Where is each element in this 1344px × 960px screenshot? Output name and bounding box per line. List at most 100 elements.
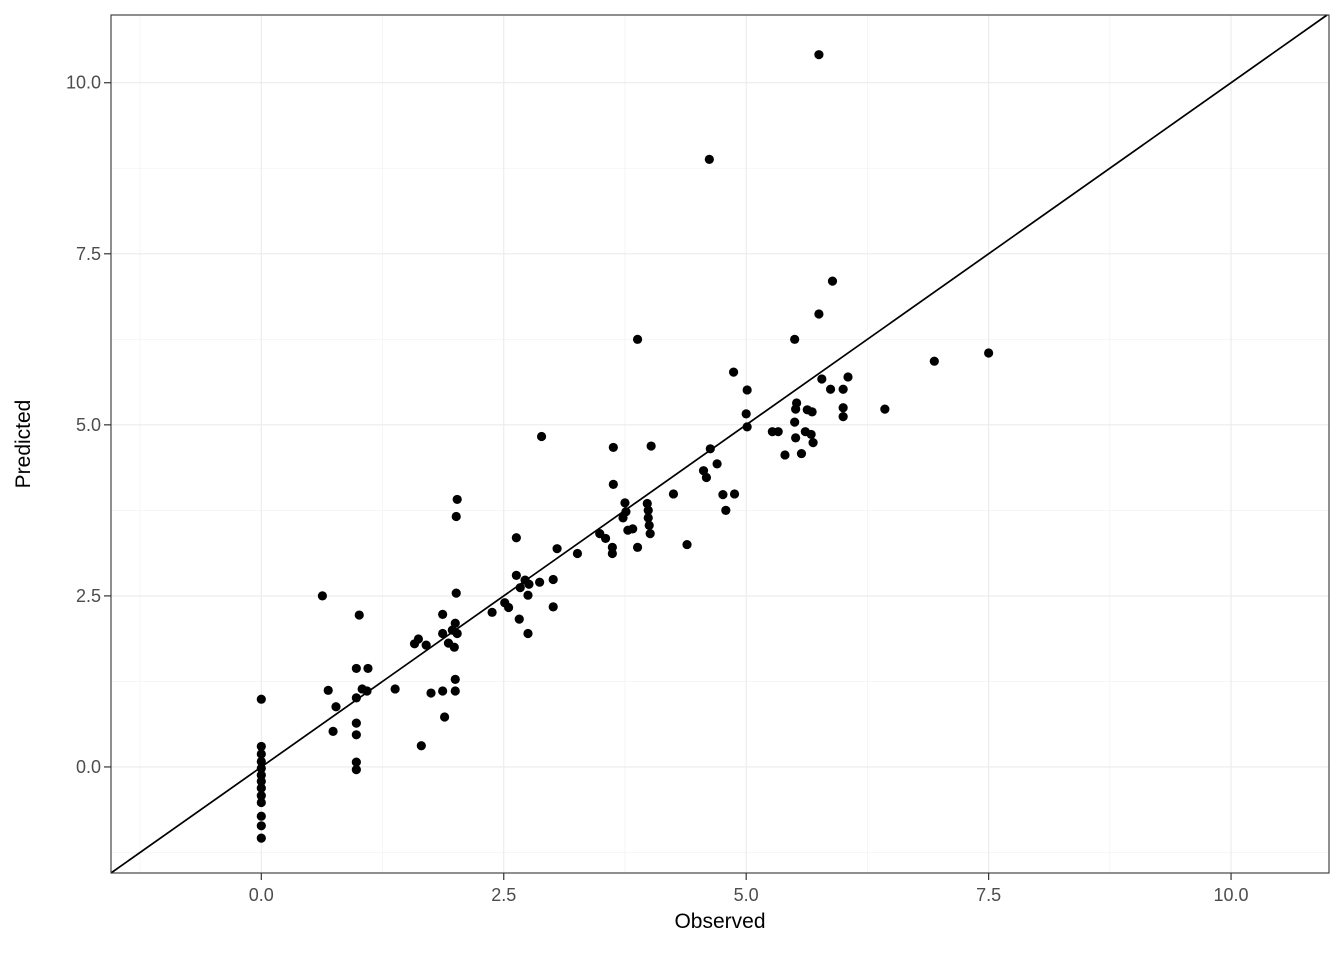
data-point <box>523 590 533 600</box>
data-point <box>514 614 524 624</box>
data-point <box>628 524 638 534</box>
data-point <box>450 674 460 684</box>
data-point <box>552 544 562 554</box>
x-tick-label: 7.5 <box>976 885 1001 905</box>
data-point <box>351 663 361 674</box>
data-point <box>643 505 653 515</box>
data-point <box>317 591 328 601</box>
data-point <box>524 579 534 589</box>
data-point <box>773 427 783 437</box>
data-point <box>838 412 848 422</box>
data-point <box>827 276 838 286</box>
data-point <box>645 529 655 539</box>
x-tick-label: 0.0 <box>249 885 274 905</box>
data-point <box>323 685 333 695</box>
y-tick-label: 7.5 <box>76 244 101 264</box>
data-point <box>682 539 692 550</box>
data-point <box>843 372 853 382</box>
data-point <box>742 422 752 432</box>
data-point <box>351 757 361 767</box>
data-point <box>256 833 266 843</box>
data-point <box>363 663 373 674</box>
data-point <box>607 548 617 559</box>
data-point <box>256 741 266 752</box>
data-point <box>791 404 801 414</box>
data-point <box>780 450 790 460</box>
x-axis-title: Observed <box>674 910 766 933</box>
data-point <box>416 741 426 751</box>
data-point <box>741 409 751 419</box>
data-point <box>256 783 266 793</box>
data-point <box>712 459 722 469</box>
data-point <box>452 628 462 639</box>
data-point <box>796 448 807 459</box>
data-point <box>880 404 890 414</box>
data-point <box>354 610 364 620</box>
data-point <box>351 718 361 728</box>
data-point <box>548 602 558 612</box>
data-point <box>718 490 728 500</box>
data-point <box>451 588 461 598</box>
y-tick-label: 2.5 <box>76 586 101 606</box>
data-point <box>742 385 752 395</box>
y-tick-label: 5.0 <box>76 415 101 435</box>
data-point <box>642 498 652 509</box>
data-point <box>608 479 618 489</box>
data-point <box>806 429 816 440</box>
data-point <box>838 403 848 413</box>
data-point <box>331 702 341 712</box>
data-point <box>704 154 714 164</box>
data-point <box>536 431 547 442</box>
y-axis-title: Predicted <box>12 399 35 489</box>
data-point <box>256 811 266 821</box>
data-point <box>421 640 431 650</box>
data-point <box>600 533 611 544</box>
data-point <box>701 472 712 483</box>
data-point <box>351 693 361 703</box>
data-point <box>256 821 266 831</box>
data-point <box>256 756 266 767</box>
data-point <box>608 442 618 453</box>
data-point <box>729 489 740 499</box>
data-point <box>438 628 448 639</box>
data-point <box>256 694 266 704</box>
data-point <box>929 356 939 366</box>
data-point <box>728 367 739 377</box>
x-tick-label: 10.0 <box>1214 885 1249 905</box>
data-point <box>511 570 521 580</box>
data-point <box>256 763 266 773</box>
data-point <box>791 433 801 443</box>
data-point <box>632 334 643 344</box>
data-point <box>523 628 533 639</box>
data-point <box>438 609 448 619</box>
data-point <box>535 577 545 587</box>
data-point <box>644 520 654 531</box>
data-point <box>449 642 459 652</box>
data-point <box>328 726 338 736</box>
data-point <box>807 407 817 417</box>
data-point <box>825 384 836 394</box>
data-point <box>351 730 361 740</box>
data-point <box>572 548 583 559</box>
data-point <box>439 712 450 722</box>
data-point <box>705 444 715 454</box>
data-point <box>668 489 679 499</box>
data-point <box>409 639 420 649</box>
data-point <box>450 686 460 696</box>
data-point <box>643 513 653 523</box>
data-point <box>351 765 361 775</box>
data-point <box>515 583 525 593</box>
data-point <box>362 686 372 696</box>
data-point <box>632 542 643 552</box>
identity-line <box>110 14 1328 874</box>
data-point <box>790 334 800 344</box>
y-tick-label: 0.0 <box>76 757 101 777</box>
data-point <box>438 686 448 696</box>
data-point <box>390 684 400 694</box>
data-point <box>256 749 266 759</box>
data-point <box>620 498 630 508</box>
data-point <box>721 505 731 515</box>
data-point <box>256 776 266 786</box>
